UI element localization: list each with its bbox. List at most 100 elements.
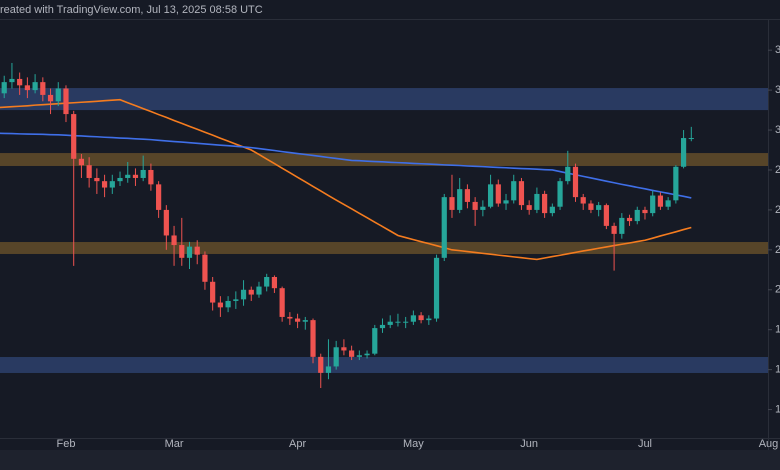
header-text: reated with TradingView.com, Jul 13, 202… [0,4,263,16]
candle-body [333,347,339,367]
candle-body [140,169,146,178]
candle-body [225,300,231,308]
candle-body [264,276,270,287]
zone [0,357,768,373]
candle-body [9,78,15,83]
candle-body [17,78,23,86]
candle-body [503,200,509,204]
candle-body [117,177,123,182]
y-tick-label: 3250 [775,84,780,96]
x-tick-label: Mar [165,438,184,450]
candle-body [349,350,355,357]
y-tick-label: 3500 [775,44,780,56]
y-tick-label: 2250 [775,244,780,256]
y-tick-label: 3000 [775,124,780,136]
candle-body [171,235,177,246]
candle-body [71,114,77,159]
candle-body [186,246,193,258]
candle-body [163,209,169,236]
candle-body [626,217,633,222]
candle-body [372,328,378,354]
y-tick-label: 2750 [775,164,780,176]
candle-body [634,209,640,222]
candle-body [125,174,131,178]
x-tick-label: Apr [289,438,306,450]
candle-body [580,197,586,204]
x-tick-label: Feb [56,438,75,450]
candle-body [279,288,285,317]
candle-body [194,246,200,255]
candle-body [619,217,625,234]
candle-body [588,203,594,210]
candle-body [572,166,579,198]
candle-body [418,315,424,321]
axes: 1250 1500 1750 2000 2250 2500 2750 3000 3250 3500… [56,44,780,450]
y-tick-label: 1250 [775,403,780,415]
candle-body [480,206,486,210]
candle-body [657,195,664,207]
candle-body [325,366,332,373]
x-tick-label: Jun [520,438,538,450]
candle-body [310,320,316,357]
footer-bar [0,450,780,470]
candle-body [240,289,247,300]
candle-body [248,289,254,295]
candle-body [109,181,115,188]
x-tick-label: Jul [638,438,652,450]
candle-body [287,316,293,319]
candle-body [665,200,671,207]
y-tick-label: 1750 [775,324,780,336]
candle-body [364,353,370,356]
x-tick-label: May [403,438,424,450]
candle-body [549,206,555,214]
candle-body [457,189,463,210]
moving-average-line [0,98,692,261]
candle-body [294,318,301,322]
candle-body [518,181,525,206]
candle-body [680,138,687,167]
candle-body [78,158,85,166]
candle-body [302,320,308,322]
candle-body [596,205,602,210]
candle-body [63,88,69,115]
candle-body [132,174,139,178]
zone [0,153,768,166]
y-tick-label: 2500 [775,204,780,216]
candle-body [156,184,162,210]
candle-body [148,169,154,185]
candle-body [233,299,239,301]
candle-body [542,193,548,214]
candle-body [387,321,393,325]
candle-body [611,225,617,234]
candle-body [650,195,656,214]
plot-area [0,62,768,389]
candle-body [642,209,648,214]
candle-body [495,184,501,204]
candle-body [94,177,100,182]
candle-body [472,201,478,210]
candle-body [688,138,694,140]
x-tick-label: Aug [759,438,779,450]
candle-body [464,189,471,202]
y-tick-label: 1500 [775,364,780,376]
candle-body [40,82,46,95]
candle-body [356,355,362,357]
candle-body [271,276,278,289]
candle-body [55,88,61,102]
candle-body [256,286,262,295]
candle-body [1,82,7,94]
zone [0,242,768,254]
candle-body [202,254,208,282]
candle-body [603,205,609,226]
candle-body [210,281,216,303]
candle-body [395,321,401,323]
y-tick-label: 2000 [775,284,780,296]
candle-body [557,181,563,207]
candle-body [534,193,540,210]
candle-body [403,321,409,323]
candle-body [32,82,38,91]
candle-body [673,166,679,201]
candle-body [487,184,494,207]
candle-body [179,245,185,258]
